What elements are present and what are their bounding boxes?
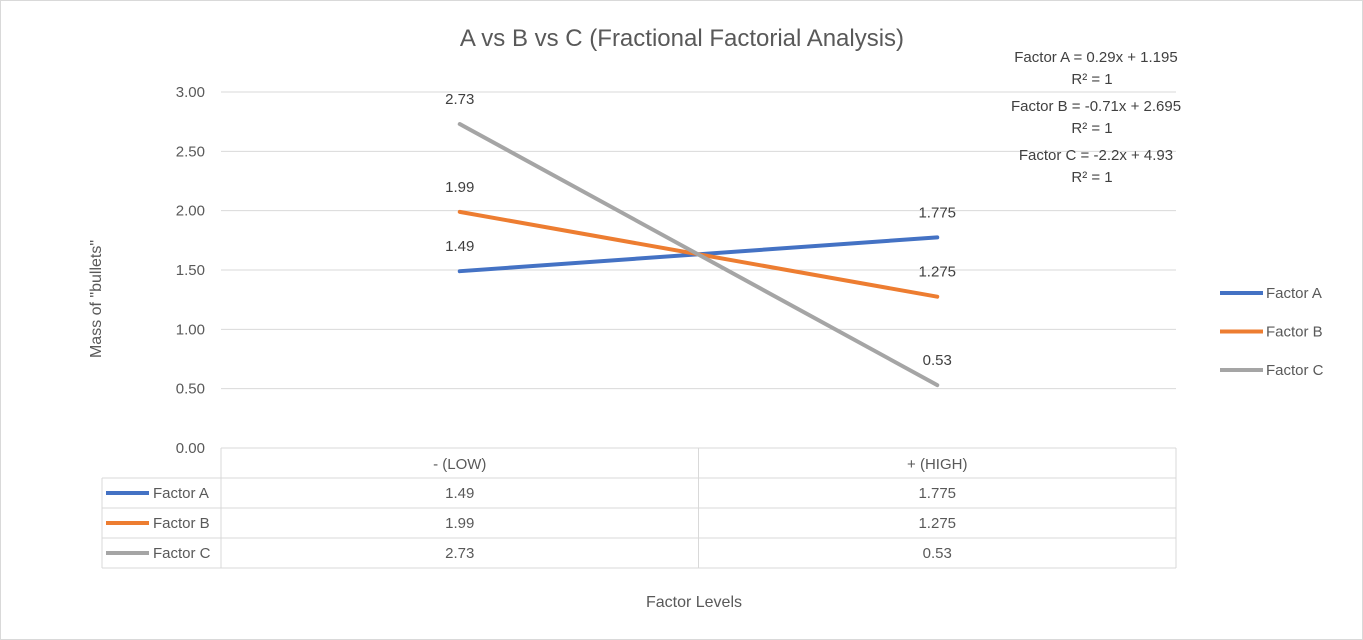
table-cell: 1.275 xyxy=(918,515,956,532)
table-row-label: Factor A xyxy=(153,485,209,502)
table-cell: 1.49 xyxy=(445,485,474,502)
trendline-equation: Factor C = -2.2x + 4.93 xyxy=(1019,147,1173,164)
table-cell: 1.99 xyxy=(445,515,474,532)
trendline-equation: Factor B = -0.71x + 2.695 xyxy=(1011,98,1181,115)
data-label: 0.53 xyxy=(923,352,952,369)
data-label: 1.275 xyxy=(918,264,956,281)
trendline-equation: Factor A = 0.29x + 1.195 xyxy=(1014,49,1177,66)
y-tick-label: 1.00 xyxy=(176,321,205,338)
x-axis-title: Factor Levels xyxy=(646,594,742,611)
y-tick-label: 0.50 xyxy=(176,381,205,398)
legend-label: Factor A xyxy=(1266,285,1322,302)
series-line xyxy=(457,122,940,388)
x-tick-label: + (HIGH) xyxy=(907,456,967,473)
trendline-r2: R² = 1 xyxy=(1071,120,1112,137)
legend-label: Factor B xyxy=(1266,324,1323,341)
y-tick-label: 2.50 xyxy=(176,143,205,160)
table-row-label: Factor C xyxy=(153,545,211,562)
y-tick-label: 1.50 xyxy=(176,262,205,279)
data-label: 2.73 xyxy=(445,91,474,108)
table-cell: 1.775 xyxy=(918,485,956,502)
x-tick-label: - (LOW) xyxy=(433,456,486,473)
table-cell: 0.53 xyxy=(923,545,952,562)
data-label: 1.99 xyxy=(445,179,474,196)
y-tick-label: 2.00 xyxy=(176,203,205,220)
trendline-r2: R² = 1 xyxy=(1071,71,1112,88)
chart-title: A vs B vs C (Fractional Factorial Analys… xyxy=(460,25,904,52)
y-tick-label: 3.00 xyxy=(176,84,205,101)
trendline-r2: R² = 1 xyxy=(1071,169,1112,186)
table-row-label: Factor B xyxy=(153,515,210,532)
y-axis-title: Mass of "bullets" xyxy=(88,240,105,358)
legend-label: Factor C xyxy=(1266,362,1324,379)
data-label: 1.775 xyxy=(918,204,956,221)
data-label: 1.49 xyxy=(445,238,474,255)
y-tick-label: 0.00 xyxy=(176,440,205,457)
table-cell: 2.73 xyxy=(445,545,474,562)
